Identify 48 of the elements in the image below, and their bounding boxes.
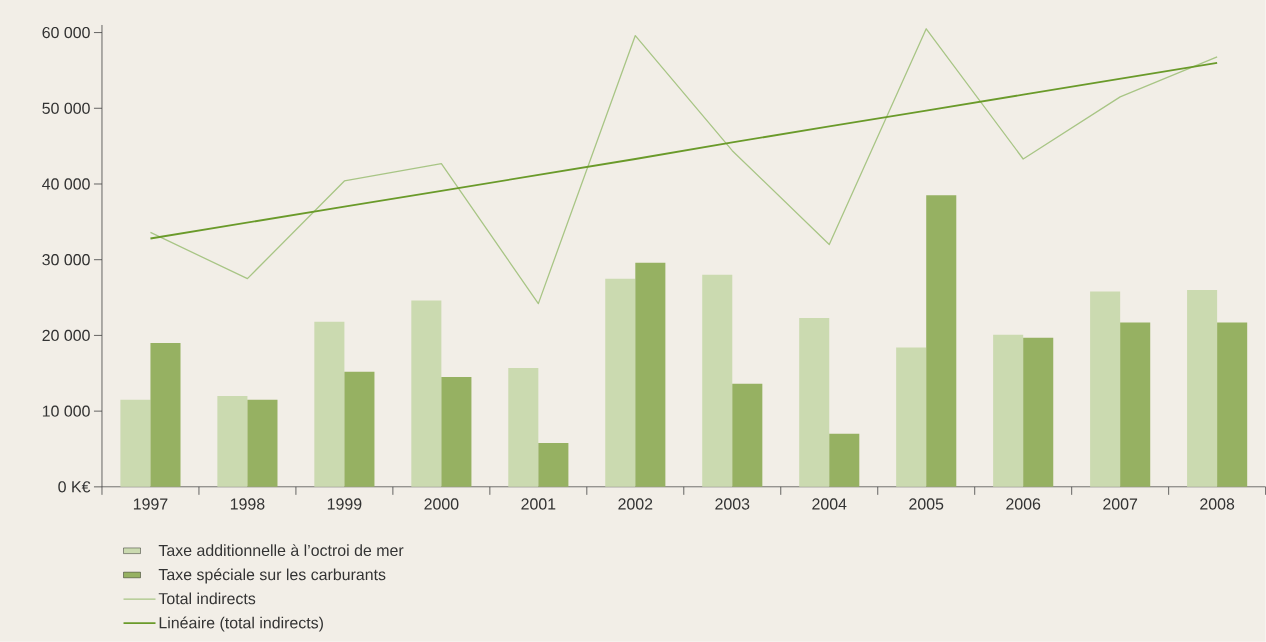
bar <box>1120 322 1151 487</box>
bar <box>926 195 957 487</box>
bar <box>411 300 442 487</box>
x-tick-label: 2003 <box>715 498 750 510</box>
bar <box>1023 337 1054 487</box>
x-tick-label: 1999 <box>327 498 362 510</box>
x-tick-label: 2008 <box>1200 498 1235 510</box>
bar <box>217 396 248 487</box>
bar <box>732 383 763 487</box>
legend-label: Taxe additionnelle à l’octroi de mer <box>158 544 404 557</box>
legend-label: Total indirects <box>158 592 256 605</box>
y-tick-label: 60 000 <box>42 27 90 39</box>
bar <box>441 377 472 487</box>
bar <box>120 399 151 487</box>
bar <box>1090 291 1121 487</box>
bar <box>896 347 927 487</box>
bar <box>635 262 666 487</box>
y-tick-label: 10 000 <box>42 405 90 417</box>
legend-label: Taxe spéciale sur les carburants <box>158 568 386 584</box>
bar <box>605 278 636 487</box>
x-tick-label: 1997 <box>133 498 168 510</box>
y-tick-label: 30 000 <box>42 254 90 266</box>
bar <box>344 371 375 487</box>
bar <box>993 334 1024 487</box>
y-tick-label: 50 000 <box>42 102 90 115</box>
x-tick-label: 2007 <box>1103 498 1138 510</box>
x-tick-label: 2006 <box>1006 498 1041 510</box>
bar <box>150 343 181 487</box>
line-series <box>149 28 1218 305</box>
bar <box>799 318 830 487</box>
bar <box>1187 290 1218 487</box>
bar <box>702 274 733 487</box>
bar <box>314 321 345 487</box>
bar <box>508 368 539 487</box>
bar <box>1217 322 1248 487</box>
x-tick-label: 2004 <box>812 498 847 510</box>
bar <box>538 443 569 487</box>
y-tick-label: 40 000 <box>42 178 90 190</box>
y-tick-label: 0 K€ <box>58 481 91 493</box>
legend-label: Linéaire (total indirects) <box>159 616 323 632</box>
bar <box>829 433 860 487</box>
x-tick-label: 1998 <box>230 498 265 510</box>
x-tick-label: 2005 <box>909 498 944 510</box>
y-tick-label: 20 000 <box>42 329 90 342</box>
x-tick-label: 2002 <box>618 498 653 510</box>
x-tick-label: 2001 <box>521 498 556 510</box>
x-tick-label: 2000 <box>424 498 459 510</box>
bar <box>247 399 278 487</box>
